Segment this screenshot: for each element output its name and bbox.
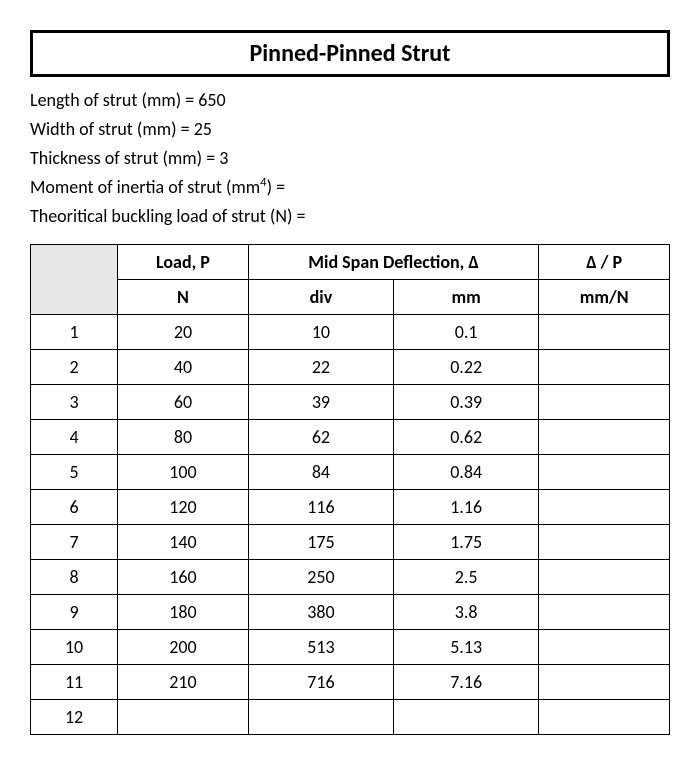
cell-index: 1 [31,315,118,350]
cell-ratio [539,490,670,525]
cell-ratio [539,385,670,420]
param-width: Width of strut (mm) = 25 [30,116,670,143]
table-row: 12 [31,700,670,735]
table-row: 71401751.75 [31,525,670,560]
cell-load: 140 [118,525,249,560]
table-row: 91803803.8 [31,595,670,630]
cell-div: 39 [248,385,393,420]
param-length: Length of strut (mm) = 650 [30,87,670,114]
cell-load: 20 [118,315,249,350]
table-row: 120100.1 [31,315,670,350]
cell-ratio [539,350,670,385]
cell-ratio [539,595,670,630]
cell-load: 180 [118,595,249,630]
cell-div [248,700,393,735]
cell-load: 40 [118,350,249,385]
cell-ratio [539,700,670,735]
cell-mm: 1.75 [394,525,539,560]
cell-ratio [539,315,670,350]
cell-div: 22 [248,350,393,385]
cell-mm: 5.13 [394,630,539,665]
cell-div: 175 [248,525,393,560]
header-load: Load, P [118,245,249,280]
header-load-unit: N [118,280,249,315]
cell-div: 116 [248,490,393,525]
cell-div: 380 [248,595,393,630]
cell-load: 160 [118,560,249,595]
cell-ratio [539,455,670,490]
cell-div: 62 [248,420,393,455]
cell-load: 200 [118,630,249,665]
header-ratio-unit: mm/N [539,280,670,315]
header-index [31,245,118,315]
cell-div: 513 [248,630,393,665]
strut-parameters: Length of strut (mm) = 650 Width of stru… [30,87,670,230]
cell-load: 100 [118,455,249,490]
table-row: 240220.22 [31,350,670,385]
header-div: div [248,280,393,315]
cell-load: 120 [118,490,249,525]
cell-div: 10 [248,315,393,350]
cell-div: 84 [248,455,393,490]
cell-mm: 0.1 [394,315,539,350]
param-buckling: Theoritical buckling load of strut (N) = [30,203,670,230]
cell-mm: 0.84 [394,455,539,490]
param-thickness: Thickness of strut (mm) = 3 [30,145,670,172]
table-row: 360390.39 [31,385,670,420]
cell-mm: 0.22 [394,350,539,385]
table-row: 102005135.13 [31,630,670,665]
table-row: 61201161.16 [31,490,670,525]
table-row: 81602502.5 [31,560,670,595]
page-title: Pinned-Pinned Strut [30,30,670,77]
cell-index: 7 [31,525,118,560]
table-row: 112107167.16 [31,665,670,700]
cell-mm: 3.8 [394,595,539,630]
table-row: 5100840.84 [31,455,670,490]
cell-div: 250 [248,560,393,595]
param-moment-post: ) = [267,176,286,198]
cell-index: 10 [31,630,118,665]
cell-index: 11 [31,665,118,700]
header-ratio: Δ / P [539,245,670,280]
cell-index: 2 [31,350,118,385]
param-moment: Moment of inertia of strut (mm4) = [30,174,670,201]
cell-mm: 1.16 [394,490,539,525]
cell-ratio [539,630,670,665]
cell-index: 3 [31,385,118,420]
cell-index: 9 [31,595,118,630]
cell-ratio [539,665,670,700]
param-moment-pre: Moment of inertia of strut (mm [30,176,260,198]
header-deflection: Mid Span Deflection, Δ [248,245,538,280]
data-table: Load, P Mid Span Deflection, Δ Δ / P N d… [30,244,670,735]
header-mm: mm [394,280,539,315]
cell-ratio [539,560,670,595]
cell-ratio [539,420,670,455]
cell-index: 5 [31,455,118,490]
cell-mm [394,700,539,735]
cell-index: 12 [31,700,118,735]
cell-mm: 2.5 [394,560,539,595]
cell-mm: 0.39 [394,385,539,420]
cell-load: 60 [118,385,249,420]
cell-mm: 0.62 [394,420,539,455]
cell-load: 210 [118,665,249,700]
cell-load [118,700,249,735]
cell-mm: 7.16 [394,665,539,700]
cell-div: 716 [248,665,393,700]
cell-index: 4 [31,420,118,455]
cell-ratio [539,525,670,560]
cell-load: 80 [118,420,249,455]
table-row: 480620.62 [31,420,670,455]
cell-index: 6 [31,490,118,525]
cell-index: 8 [31,560,118,595]
